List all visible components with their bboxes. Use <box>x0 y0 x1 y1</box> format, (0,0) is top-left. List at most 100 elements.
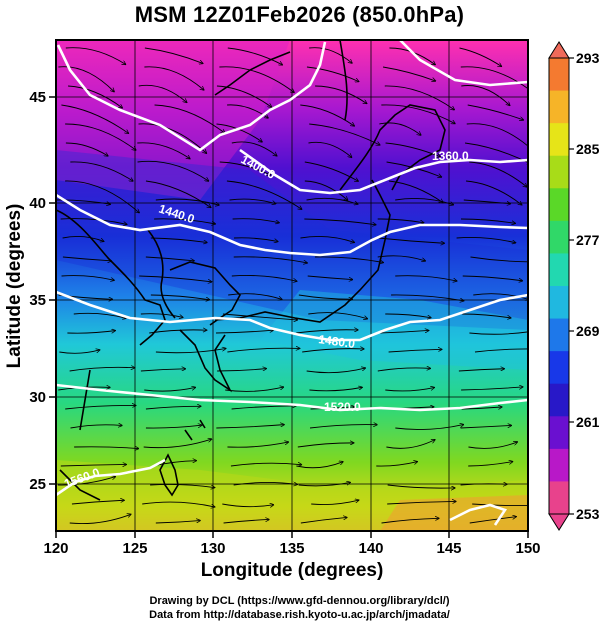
colorbar: 293 285 277 269 261 253 <box>548 41 599 531</box>
streamline <box>461 407 502 409</box>
streamline <box>311 500 358 505</box>
y-tick-labels: 45 40 35 30 25 <box>29 89 46 493</box>
streamline <box>469 517 516 524</box>
streamline <box>459 47 502 66</box>
streamline <box>461 387 523 391</box>
streamline <box>138 123 207 153</box>
streamline <box>298 482 350 487</box>
streamline <box>309 123 379 145</box>
colorbar-tick-label: 253 <box>576 506 599 522</box>
streamline <box>144 387 195 392</box>
streamline <box>306 66 359 81</box>
streamline <box>385 142 441 157</box>
streamline <box>155 349 226 354</box>
streamline <box>462 275 522 281</box>
streamline <box>395 275 456 281</box>
plot-area <box>56 40 528 531</box>
streamline <box>61 104 128 133</box>
lat-lon-grid <box>56 40 528 531</box>
streamline <box>460 66 528 92</box>
credit-line-drawing: Drawing by DCL (https://www.gfd-dennou.o… <box>149 595 450 607</box>
streamline <box>223 519 269 524</box>
streamline <box>145 425 202 429</box>
streamline <box>62 235 104 241</box>
streamline <box>456 237 516 242</box>
colorbar-tick-label: 293 <box>576 50 599 66</box>
colorbar-block <box>549 481 569 515</box>
streamline <box>460 425 512 429</box>
streamline <box>377 218 424 223</box>
streamline <box>466 180 522 205</box>
streamline <box>222 313 297 320</box>
colorbar-block <box>549 123 569 157</box>
streamline <box>143 439 212 449</box>
streamline <box>298 294 352 299</box>
height-contours <box>56 40 528 526</box>
colorbar-frame <box>548 57 570 515</box>
streamline <box>232 218 279 223</box>
streamline <box>142 501 214 507</box>
streamline <box>376 462 417 467</box>
streamline <box>74 447 138 449</box>
streamline <box>473 293 528 300</box>
streamline <box>468 442 517 449</box>
x-tick-label: 135 <box>279 540 304 557</box>
streamline <box>304 218 375 225</box>
streamline <box>67 331 115 334</box>
streamline <box>70 161 132 181</box>
streamline <box>59 350 99 354</box>
streamline <box>296 462 342 469</box>
streamline <box>468 462 512 467</box>
streamline <box>57 477 115 486</box>
streamline <box>154 218 215 224</box>
y-axis-title: Latitude (degrees) <box>4 204 25 369</box>
streamline <box>227 348 299 353</box>
x-tick-label: 130 <box>200 540 225 557</box>
y-tick-label: 45 <box>29 89 46 106</box>
streamline <box>381 104 454 124</box>
streamline <box>219 66 293 92</box>
colorbar-block <box>549 90 569 124</box>
streamline <box>231 406 296 410</box>
streamline <box>219 161 271 175</box>
streamline <box>300 235 354 242</box>
streamline <box>145 256 194 261</box>
streamline <box>379 122 420 135</box>
streamline <box>65 47 126 65</box>
streamline <box>387 484 455 488</box>
colorbar-block <box>549 351 569 385</box>
streamline <box>302 349 364 353</box>
x-tick-labels: 120 125 130 135 140 145 150 <box>43 540 540 557</box>
credits: Drawing by DCL (https://www.gfd-dennou.o… <box>0 594 599 622</box>
streamline <box>140 313 183 318</box>
streamline <box>227 442 288 448</box>
streamline <box>233 237 278 242</box>
streamline <box>300 104 354 126</box>
streamline <box>309 47 352 63</box>
streamline <box>68 85 122 108</box>
streamline <box>461 218 515 223</box>
streamline <box>227 47 282 65</box>
streamline <box>385 313 430 318</box>
streamline <box>386 440 434 449</box>
streamline <box>470 256 528 262</box>
streamline <box>472 503 528 507</box>
streamline <box>231 275 297 281</box>
streamline <box>69 514 131 524</box>
x-tick-label: 140 <box>358 540 383 557</box>
streamline <box>309 387 362 392</box>
streamline <box>216 85 271 107</box>
colorbar-block <box>549 383 569 417</box>
x-tick-label: 120 <box>43 540 68 557</box>
streamline <box>65 180 139 213</box>
y-tick-label: 35 <box>29 292 46 309</box>
streamline <box>388 180 443 202</box>
streamline <box>467 104 523 120</box>
streamline <box>231 141 277 156</box>
streamline <box>60 464 126 466</box>
streamline <box>230 463 301 466</box>
x-tick-label: 150 <box>515 540 540 557</box>
streamline <box>458 369 504 372</box>
colorbar-block <box>549 220 569 254</box>
